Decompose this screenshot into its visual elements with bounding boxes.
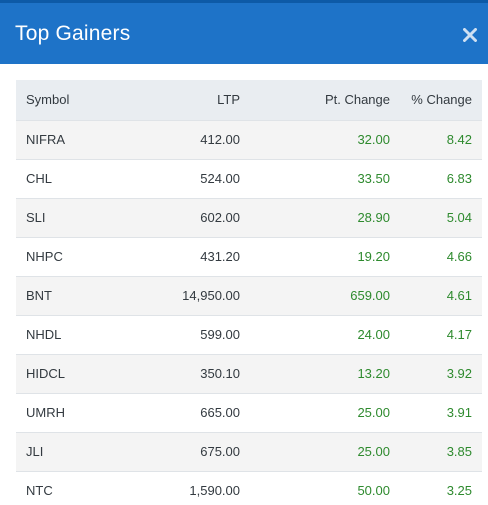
symbol-cell[interactable]: CHL — [26, 171, 53, 186]
gainers-table: Symbol LTP Pt. Change % Change NIFRA 412.… — [16, 80, 482, 505]
ltp-cell: 350.10 — [200, 366, 240, 381]
pct-change-cell: 3.92 — [446, 366, 472, 381]
symbol-cell[interactable]: UMRH — [26, 405, 65, 420]
ltp-cell: 1,590.00 — [189, 483, 240, 499]
symbol-cell[interactable]: NHPC — [26, 249, 63, 264]
table-row[interactable]: BNT 14,950.00 659.00 4.61 — [16, 276, 482, 315]
ltp-cell: 412.00 — [200, 132, 240, 147]
close-button[interactable] — [458, 23, 482, 47]
table-row[interactable]: NHDL 599.00 24.00 4.17 — [16, 315, 482, 354]
pct-change-cell: 3.85 — [446, 444, 472, 459]
pt-change-cell: 24.00 — [357, 327, 390, 342]
pct-change-cell: 4.61 — [446, 288, 472, 303]
ltp-cell: 665.00 — [200, 405, 240, 420]
pt-change-cell: 25.00 — [357, 444, 390, 459]
pt-change-cell: 32.00 — [357, 132, 390, 147]
header-pt-change[interactable]: Pt. Change — [324, 92, 390, 108]
pt-change-cell: 25.00 — [357, 405, 390, 420]
pct-change-cell: 8.42 — [446, 132, 472, 147]
ltp-cell: 602.00 — [200, 210, 240, 225]
table-body: NIFRA 412.00 32.00 8.42 CHL 524.00 33.50 6.83 SL… — [16, 120, 482, 505]
header-symbol[interactable]: Symbol — [26, 92, 70, 108]
symbol-cell[interactable]: NHDL — [26, 327, 62, 342]
pt-change-cell: 19.20 — [357, 249, 390, 264]
symbol-cell[interactable]: NIFRA — [26, 132, 65, 147]
symbol-cell[interactable]: HIDCL — [26, 366, 66, 381]
symbol-cell[interactable]: BNT — [26, 288, 52, 303]
pt-change-cell: 13.20 — [357, 366, 390, 381]
pt-change-cell: 50.00 — [357, 483, 390, 499]
symbol-cell[interactable]: SLI — [26, 210, 46, 225]
table-row[interactable]: UMRH 665.00 25.00 3.91 — [16, 393, 482, 432]
header-ltp[interactable]: LTP — [217, 92, 240, 108]
table-row[interactable]: NTC 1,590.00 50.00 3.25 — [16, 471, 482, 505]
table-row[interactable]: NHPC 431.20 19.20 4.66 — [16, 237, 482, 276]
pt-change-cell: 28.90 — [357, 210, 390, 225]
pt-change-cell: 33.50 — [357, 171, 390, 186]
ltp-cell: 675.00 — [200, 444, 240, 459]
pt-change-cell: 659.00 — [350, 288, 390, 303]
ltp-cell: 431.20 — [200, 249, 240, 264]
pct-change-cell: 3.91 — [446, 405, 472, 420]
table-row[interactable]: CHL 524.00 33.50 6.83 — [16, 159, 482, 198]
table-row[interactable]: JLI 675.00 25.00 3.85 — [16, 432, 482, 471]
symbol-cell[interactable]: JLI — [26, 444, 44, 459]
close-icon — [463, 27, 477, 42]
modal-title: Top Gainers — [15, 21, 131, 45]
ltp-cell: 524.00 — [200, 171, 240, 186]
table-header-row: Symbol LTP Pt. Change % Change — [16, 80, 482, 120]
pct-change-cell: 6.83 — [446, 171, 472, 186]
ltp-cell: 599.00 — [200, 327, 240, 342]
table-row[interactable]: HIDCL 350.10 13.20 3.92 — [16, 354, 482, 393]
symbol-cell[interactable]: NTC — [26, 483, 53, 499]
pct-change-cell: 3.25 — [446, 483, 472, 499]
header-pct-change[interactable]: % Change — [411, 92, 472, 108]
pct-change-cell: 4.66 — [446, 249, 472, 264]
ltp-cell: 14,950.00 — [182, 288, 240, 303]
table-row[interactable]: NIFRA 412.00 32.00 8.42 — [16, 120, 482, 159]
pct-change-cell: 4.17 — [446, 327, 472, 342]
pct-change-cell: 5.04 — [446, 210, 472, 225]
modal-header: Top Gainers — [0, 0, 488, 64]
table-row[interactable]: SLI 602.00 28.90 5.04 — [16, 198, 482, 237]
gainers-table-container: Symbol LTP Pt. Change % Change NIFRA 412.… — [16, 80, 482, 505]
